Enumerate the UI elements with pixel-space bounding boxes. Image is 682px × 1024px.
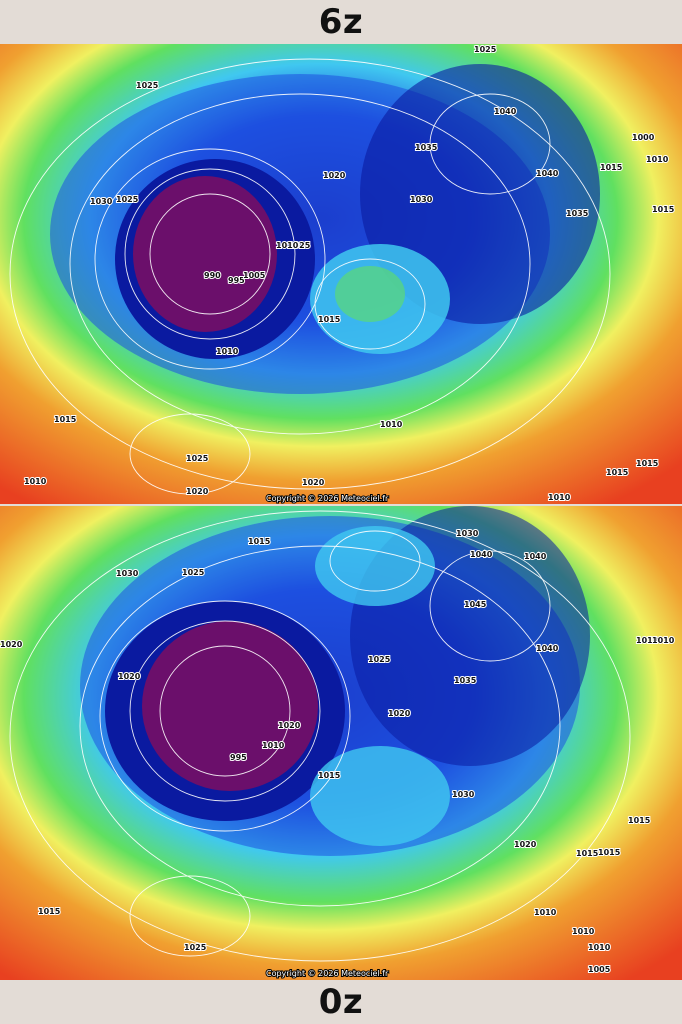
isobar-label: 1010	[380, 420, 403, 429]
isobar-label: 1030	[452, 790, 475, 799]
copyright-text: Copyright © 2026 Meteociel.fr	[266, 969, 389, 978]
isobar-label: 1045	[464, 600, 487, 609]
isobar-label: 1040	[470, 550, 493, 559]
isobar-label: 1015	[636, 459, 659, 468]
isobar-label: 1020	[118, 672, 141, 681]
isobar-label: 1035	[566, 209, 589, 218]
copyright-text: Copyright © 2026 Meteociel.fr	[266, 494, 389, 503]
isobar-label: 1015	[628, 816, 651, 825]
isobar-label: 1015	[318, 771, 341, 780]
map-canvas: 1025 1040 1000 1010 1025 1035 1040 1015 …	[0, 44, 682, 504]
panel-title-bottom: 0z	[0, 980, 682, 1024]
isobar-label: 1015	[576, 849, 599, 858]
isobar-label: 1010	[276, 241, 299, 250]
isobar-label: 1015	[38, 907, 61, 916]
isobar-label: 995	[228, 276, 245, 285]
isobar-label: 1025	[288, 241, 311, 250]
isobar-label: 1015	[598, 848, 621, 857]
isobar-label: 1005	[588, 965, 611, 974]
isobar-label: 1010	[24, 477, 47, 486]
isobar-label: 1040	[536, 169, 559, 178]
panel-title-text: 6z	[318, 2, 364, 42]
isobar-label: 1040	[524, 552, 547, 561]
isobar-label: 1025	[186, 454, 209, 463]
isobar-label: 990	[204, 271, 221, 280]
isobar-label: 1005	[243, 271, 266, 280]
isobar-label: 1010	[646, 155, 669, 164]
isobar-label: 1040	[494, 107, 517, 116]
panel-title-top: 6z	[0, 0, 682, 44]
panel-title-text: 0z	[318, 982, 364, 1022]
isobar-label: 1025	[368, 655, 391, 664]
isobar-label: 1030	[456, 529, 479, 538]
isobar-label: 1030	[410, 195, 433, 204]
isobar-label: 1010	[216, 347, 239, 356]
isobar-label: 1010	[572, 927, 595, 936]
isobar-label: 1030	[116, 569, 139, 578]
isobar-label: 1010	[652, 636, 675, 645]
isobar-label: 995	[230, 753, 247, 762]
isobar-label: 1015	[600, 163, 623, 172]
isobar-label: 1015	[652, 205, 675, 214]
isobar-label: 1040	[536, 644, 559, 653]
isobar-label: 1035	[454, 676, 477, 685]
isobar-label: 1020	[0, 640, 23, 649]
isobar-label: 1010	[588, 943, 611, 952]
isobar-label: 1025	[136, 81, 159, 90]
isobar-label: 1015	[248, 537, 271, 546]
isobar-label: 1025	[182, 568, 205, 577]
isobar-label: 1025	[184, 943, 207, 952]
pressure-map-0z: 1015 1030 1040 1040 1030 1025 1045 1020 …	[0, 506, 682, 980]
isobar-label: 1035	[415, 143, 438, 152]
isobar-label: 1020	[514, 840, 537, 849]
isobar-label: 1020	[323, 171, 346, 180]
isobar-label: 1020	[388, 709, 411, 718]
isobar-label: 1010	[534, 908, 557, 917]
isobar-label: 1015	[318, 315, 341, 324]
isobar-label: 1015	[606, 468, 629, 477]
isobar-label: 1010	[262, 741, 285, 750]
isobar-label: 1015	[54, 415, 77, 424]
isobar-label: 1010	[548, 493, 571, 502]
isobar-label: 1020	[302, 478, 325, 487]
isobar-label: 1030	[90, 197, 113, 206]
pressure-map-6z: 1025 1040 1000 1010 1025 1035 1040 1015 …	[0, 44, 682, 504]
isobar-label: 1025	[474, 45, 497, 54]
isobar-label: 1020	[278, 721, 301, 730]
isobar-label: 1025	[116, 195, 139, 204]
isobar-label: 1020	[186, 487, 209, 496]
isobar-label: 1000	[632, 133, 655, 142]
isobar-label: 1010	[636, 636, 659, 645]
map-canvas: 1015 1030 1040 1040 1030 1025 1045 1020 …	[0, 506, 682, 980]
